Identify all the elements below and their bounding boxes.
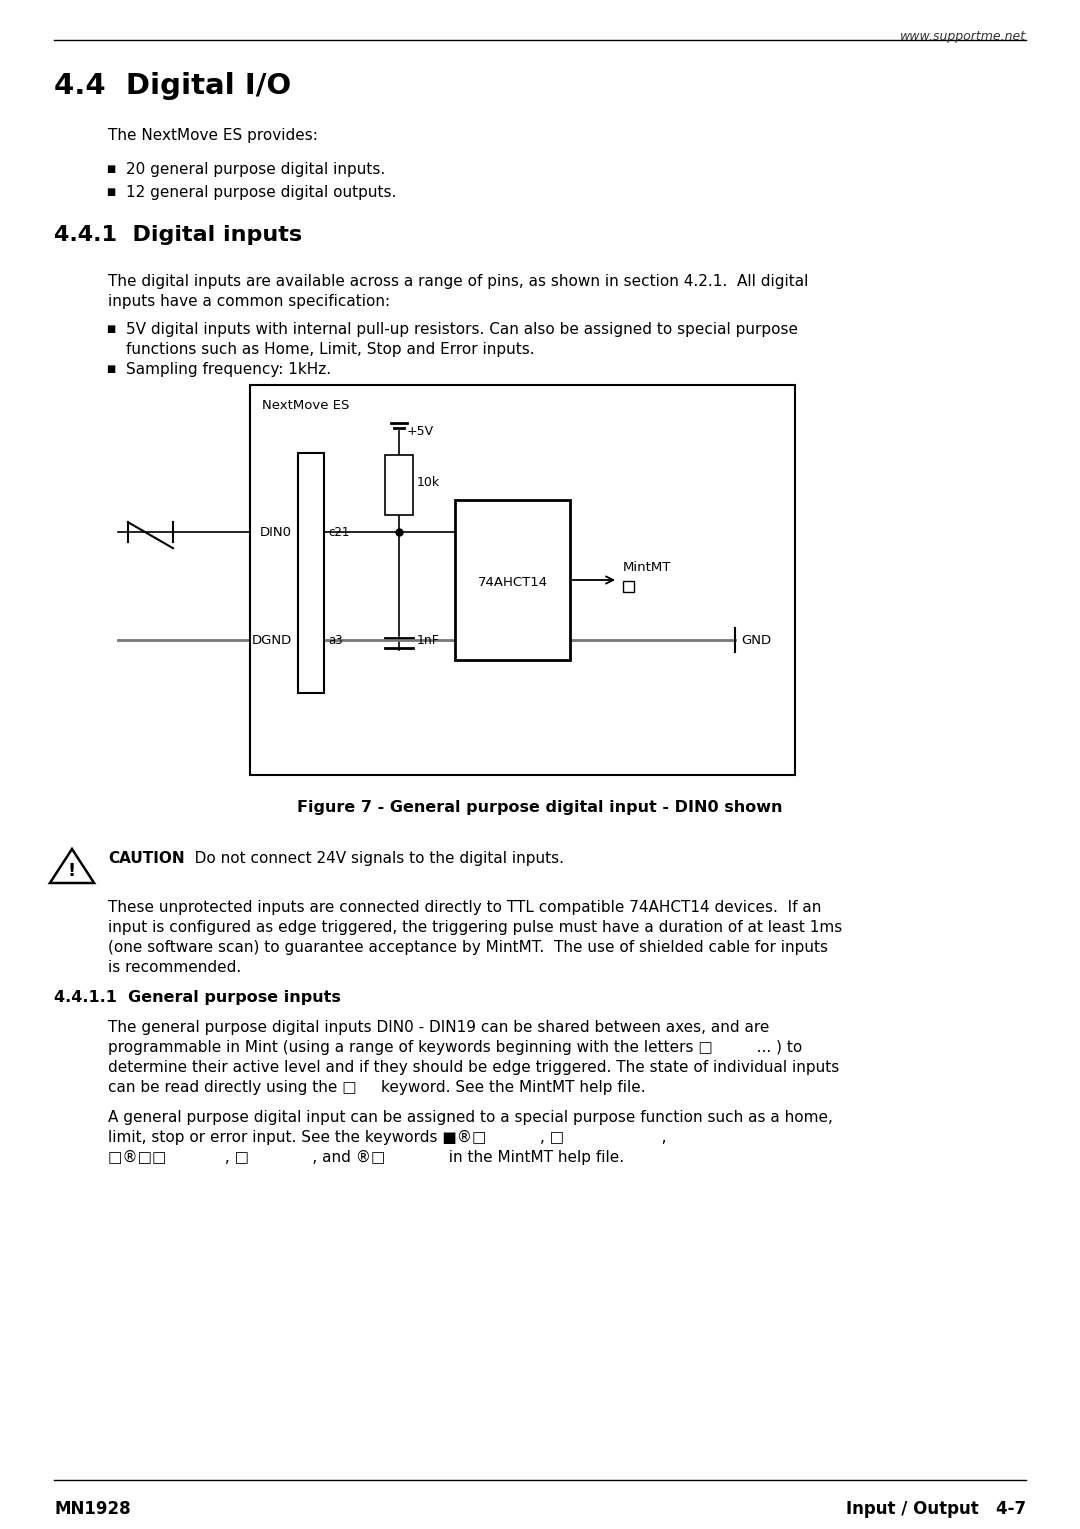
Text: a3: a3 [328,633,342,647]
Text: limit, stop or error input. See the keywords ■®□           , □                  : limit, stop or error input. See the keyw… [108,1130,666,1145]
Text: ■: ■ [106,364,116,375]
Text: GND: GND [741,633,771,647]
Text: ■: ■ [106,187,116,197]
Text: Do not connect 24V signals to the digital inputs.: Do not connect 24V signals to the digita… [180,852,564,865]
Text: (one software scan) to guarantee acceptance by MintMT.  The use of shielded cabl: (one software scan) to guarantee accepta… [108,940,828,956]
Bar [623,581,634,592]
Text: CAUTION: CAUTION [108,852,185,865]
Text: 5V digital inputs with internal pull-up resistors. Can also be assigned to speci: 5V digital inputs with internal pull-up … [126,323,798,336]
Text: MN1928: MN1928 [54,1500,131,1518]
Text: inputs have a common specification:: inputs have a common specification: [108,294,390,309]
Text: DIN0: DIN0 [260,526,292,538]
Text: input is configured as edge triggered, the triggering pulse must have a duration: input is configured as edge triggered, t… [108,920,842,936]
Text: Figure 7 - General purpose digital input - DIN0 shown: Figure 7 - General purpose digital input… [297,800,783,815]
Polygon shape [50,849,94,884]
Text: 74AHCT14: 74AHCT14 [477,575,548,589]
Text: 20 general purpose digital inputs.: 20 general purpose digital inputs. [126,162,386,177]
FancyArrowPatch shape [572,576,613,584]
Text: 4.4.1.1  General purpose inputs: 4.4.1.1 General purpose inputs [54,989,341,1005]
Text: □®□□            , □             , and ®□             in the MintMT help file.: □®□□ , □ , and ®□ in the MintMT help fil… [108,1150,624,1165]
Bar [455,500,570,661]
Text: ■: ■ [106,324,116,333]
Text: can be read directly using the □     keyword. See the MintMT help file.: can be read directly using the □ keyword… [108,1079,646,1095]
Text: Input / Output   4-7: Input / Output 4-7 [846,1500,1026,1518]
Text: 4.4  Digital I/O: 4.4 Digital I/O [54,72,292,99]
Text: www.supportme.net: www.supportme.net [900,31,1026,43]
Text: MintMT: MintMT [623,561,672,573]
Text: 1nF: 1nF [417,635,440,647]
Text: !: ! [68,862,76,881]
Text: 12 general purpose digital outputs.: 12 general purpose digital outputs. [126,185,396,200]
Text: is recommended.: is recommended. [108,960,241,976]
Text: functions such as Home, Limit, Stop and Error inputs.: functions such as Home, Limit, Stop and … [126,342,535,356]
Text: A general purpose digital input can be assigned to a special purpose function su: A general purpose digital input can be a… [108,1110,833,1125]
Text: The general purpose digital inputs DIN0 - DIN19 can be shared between axes, and : The general purpose digital inputs DIN0 … [108,1020,769,1035]
Text: programmable in Mint (using a range of keywords beginning with the letters □    : programmable in Mint (using a range of k… [108,1040,802,1055]
Text: c21: c21 [328,526,349,538]
Bar [298,453,324,693]
Text: 10k: 10k [417,477,441,489]
Text: The NextMove ES provides:: The NextMove ES provides: [108,128,318,144]
Text: NextMove ES: NextMove ES [262,399,349,411]
Bar [249,385,795,775]
Text: determine their active level and if they should be edge triggered. The state of : determine their active level and if they… [108,1060,839,1075]
Text: The digital inputs are available across a range of pins, as shown in section 4.2: The digital inputs are available across … [108,274,808,289]
Bar [384,456,413,515]
Text: These unprotected inputs are connected directly to TTL compatible 74AHCT14 devic: These unprotected inputs are connected d… [108,901,822,914]
Text: +5V: +5V [407,425,434,437]
Text: Sampling frequency: 1kHz.: Sampling frequency: 1kHz. [126,362,332,378]
Text: 4.4.1  Digital inputs: 4.4.1 Digital inputs [54,225,302,245]
Text: DGND: DGND [252,633,292,647]
Text: ■: ■ [106,164,116,174]
